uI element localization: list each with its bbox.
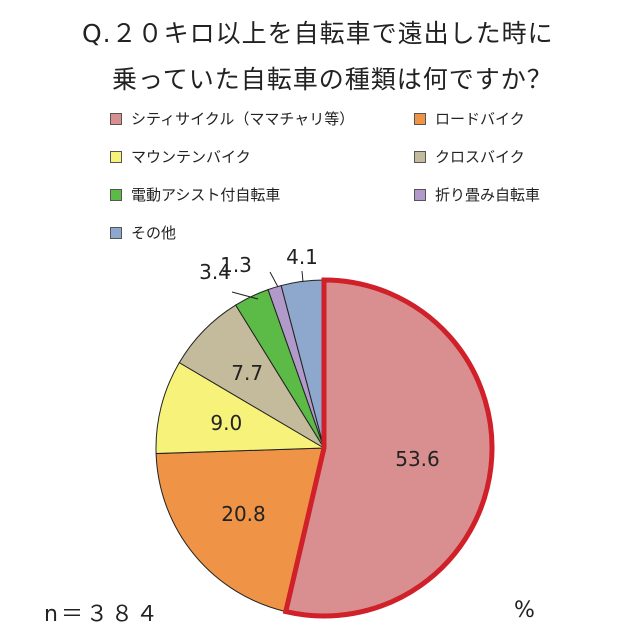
unit-label: % xyxy=(514,598,535,623)
legend-swatch xyxy=(110,226,122,239)
legend-swatch xyxy=(414,188,426,201)
slice-value-label: 9.0 xyxy=(210,411,242,435)
legend-item-mountain-bike: マウンテンバイク xyxy=(110,146,251,167)
chart-title-line-2: 乗っていた自転車の種類は何ですか？ xyxy=(112,65,553,94)
sample-size-label: n＝３８４ xyxy=(44,602,161,627)
legend-label: 電動アシスト付自転車 xyxy=(131,186,281,204)
legend-item-city-cycle: シティサイクル（ママチャリ等） xyxy=(110,108,354,129)
leader-line xyxy=(269,271,279,288)
legend-swatch xyxy=(110,112,122,125)
legend-item-other: その他 xyxy=(110,222,176,243)
slice-value-label: 20.8 xyxy=(221,502,266,526)
legend-item-cross-bike: クロスバイク xyxy=(414,146,525,167)
slice-value-label: 4.1 xyxy=(286,245,318,269)
chart-title-line-1: Q.２０キロ以上を自転車で遠出した時に xyxy=(82,19,554,48)
legend-swatch xyxy=(110,188,122,201)
leader-line xyxy=(301,270,304,283)
legend-swatch xyxy=(414,112,426,125)
pie-slice xyxy=(155,447,325,613)
legend-label: マウンテンバイク xyxy=(131,148,251,166)
legend-item-road-bike: ロードバイク xyxy=(414,108,525,129)
slice-value-label: 1.3 xyxy=(220,253,252,277)
leader-line xyxy=(231,291,259,300)
legend-swatch xyxy=(110,150,122,163)
slice-value-label: 53.6 xyxy=(395,447,440,471)
legend-item-e-assist: 電動アシスト付自転車 xyxy=(110,184,280,205)
slice-value-label: 7.7 xyxy=(231,361,263,385)
legend-label: その他 xyxy=(131,224,177,242)
legend-item-folding-bike: 折り畳み自転車 xyxy=(414,184,540,205)
highlight-outline xyxy=(282,277,495,619)
pie-slice xyxy=(155,361,326,455)
legend-label: クロスバイク xyxy=(435,148,525,166)
legend-label: シティサイクル（ママチャリ等） xyxy=(131,110,355,128)
legend-label: ロードバイク xyxy=(435,110,525,128)
legend-label: 折り畳み自転車 xyxy=(435,186,541,204)
legend-swatch xyxy=(414,150,426,163)
slice-value-label: 3.4 xyxy=(199,260,231,284)
